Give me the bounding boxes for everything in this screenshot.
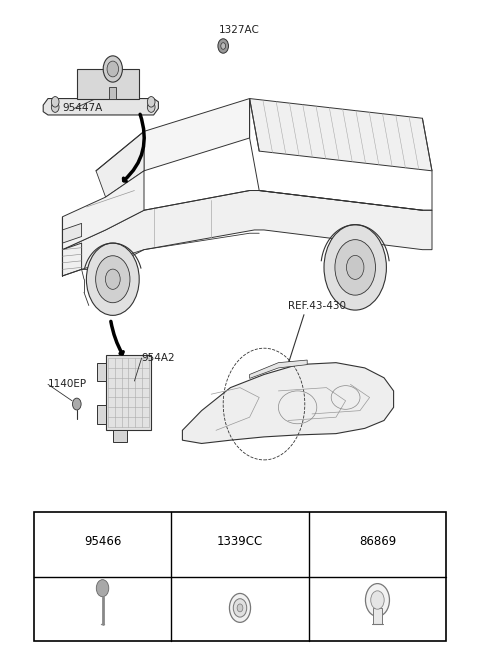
Text: 95466: 95466 bbox=[84, 535, 121, 549]
Polygon shape bbox=[182, 363, 394, 443]
Bar bbox=[77, 69, 139, 99]
Circle shape bbox=[106, 269, 120, 289]
Polygon shape bbox=[62, 171, 144, 250]
Circle shape bbox=[221, 43, 226, 49]
Bar bbox=[113, 430, 127, 442]
Bar bbox=[109, 87, 116, 99]
FancyArrowPatch shape bbox=[289, 315, 304, 361]
Text: 954A2: 954A2 bbox=[142, 353, 175, 363]
Text: 86869: 86869 bbox=[359, 535, 396, 549]
Text: 95447A: 95447A bbox=[62, 103, 103, 114]
Circle shape bbox=[51, 102, 59, 112]
FancyArrowPatch shape bbox=[111, 321, 123, 353]
Circle shape bbox=[324, 225, 386, 310]
Polygon shape bbox=[96, 131, 144, 197]
Bar bbox=[97, 363, 106, 381]
Bar bbox=[34, 512, 446, 641]
Circle shape bbox=[96, 256, 130, 303]
Circle shape bbox=[72, 398, 81, 410]
Text: 1327AC: 1327AC bbox=[218, 24, 259, 35]
Polygon shape bbox=[250, 99, 432, 171]
Circle shape bbox=[147, 97, 155, 107]
Circle shape bbox=[218, 39, 228, 53]
Text: 1339CC: 1339CC bbox=[217, 535, 263, 549]
Polygon shape bbox=[43, 99, 158, 115]
Circle shape bbox=[107, 61, 119, 77]
Circle shape bbox=[347, 256, 364, 279]
Polygon shape bbox=[144, 99, 250, 171]
Text: 1140EP: 1140EP bbox=[48, 379, 87, 390]
Circle shape bbox=[103, 56, 122, 82]
Circle shape bbox=[147, 102, 155, 112]
Circle shape bbox=[86, 243, 139, 315]
Circle shape bbox=[237, 604, 243, 612]
Polygon shape bbox=[106, 355, 151, 430]
Polygon shape bbox=[250, 360, 307, 378]
Bar bbox=[97, 405, 106, 424]
Circle shape bbox=[371, 591, 384, 609]
Circle shape bbox=[335, 240, 375, 295]
Circle shape bbox=[229, 593, 251, 622]
Circle shape bbox=[96, 579, 109, 597]
FancyArrowPatch shape bbox=[123, 114, 144, 181]
Circle shape bbox=[365, 583, 389, 616]
Polygon shape bbox=[62, 223, 82, 243]
Text: REF.43-430: REF.43-430 bbox=[288, 300, 346, 311]
Bar bbox=[372, 608, 382, 624]
Polygon shape bbox=[62, 191, 432, 276]
Circle shape bbox=[233, 599, 247, 617]
Circle shape bbox=[51, 97, 59, 107]
